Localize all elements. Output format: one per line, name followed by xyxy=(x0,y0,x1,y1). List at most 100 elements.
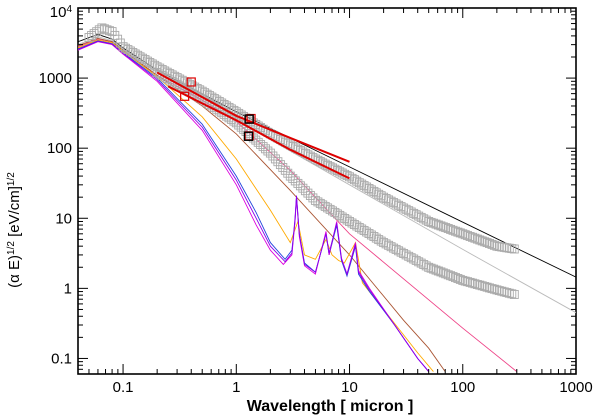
symbol-marker xyxy=(433,220,443,230)
red-layer xyxy=(156,71,350,180)
symbol-marker xyxy=(366,230,376,240)
y-tick-label: 104 xyxy=(50,4,73,22)
symbol-marker xyxy=(433,266,443,276)
symbol-marker xyxy=(477,236,487,246)
y-axis-title-mid: [eV/cm] xyxy=(6,186,23,241)
symbol-marker xyxy=(275,160,285,170)
symbol-marker xyxy=(497,286,507,296)
symbol-marker xyxy=(268,151,278,161)
symbol-marker xyxy=(337,212,347,222)
symbol-marker xyxy=(278,163,288,172)
symbol-marker xyxy=(426,263,436,273)
x-tick-label: 100 xyxy=(450,379,475,396)
symbol-marker xyxy=(455,274,465,284)
symbol-marker xyxy=(455,228,465,238)
symbol-marker xyxy=(288,174,298,183)
symbol-marker xyxy=(443,270,453,280)
symbol-marker xyxy=(359,226,369,235)
symbol-marker xyxy=(155,69,165,79)
symbol-marker xyxy=(426,217,436,227)
symbol-marker xyxy=(165,75,175,85)
x-tick-label: 1 xyxy=(232,379,240,396)
symbol-marker xyxy=(167,76,177,86)
symbol-marker xyxy=(487,284,497,294)
y-axis-title: (α E)1/2 [eV/cm]1/2 xyxy=(6,172,24,288)
y-tick-label: 1000 xyxy=(39,70,72,87)
symbol-marker xyxy=(451,273,460,283)
symbol-marker xyxy=(509,244,519,254)
y-axis-title-prefix: (α E) xyxy=(6,255,23,288)
plot-frame xyxy=(77,7,577,375)
symbol-marker xyxy=(470,279,480,289)
symbol-marker xyxy=(300,186,310,196)
symbol-marker xyxy=(480,237,490,247)
symbol-marker xyxy=(431,219,441,229)
symbol-marker xyxy=(369,232,379,241)
y-tick-label: 100 xyxy=(47,140,72,157)
symbol-marker xyxy=(105,26,114,36)
red-fit-line-0 xyxy=(156,71,350,163)
symbol-marker xyxy=(472,280,482,289)
red-fit-line-1 xyxy=(167,85,350,180)
symbol-marker xyxy=(453,274,463,283)
symbol-marker xyxy=(448,225,458,235)
symbol-marker xyxy=(453,227,463,237)
symbol-marker xyxy=(431,265,441,275)
symbol-marker xyxy=(265,148,275,158)
symbol-marker xyxy=(342,215,352,225)
symbol-marker xyxy=(371,233,381,243)
symbol-marker xyxy=(446,224,456,234)
red-marker-0 xyxy=(186,77,196,87)
symbol-marker xyxy=(465,277,475,287)
symbol-marker xyxy=(364,229,374,238)
symbol-marker xyxy=(504,288,514,298)
symbol-marker xyxy=(330,207,340,217)
symbol-marker xyxy=(362,227,372,237)
symbol-marker xyxy=(152,68,162,77)
symbol-marker xyxy=(222,111,232,121)
symbol-marker xyxy=(487,239,497,249)
symbol-marker xyxy=(349,220,359,229)
series-line-3 xyxy=(78,37,446,372)
symbol-marker xyxy=(441,269,451,279)
symbol-marker xyxy=(219,109,229,119)
red-marker-1 xyxy=(180,91,190,101)
symbol-marker xyxy=(485,283,494,293)
symbol-marker xyxy=(482,238,492,248)
symbol-marker xyxy=(480,282,490,291)
symbol-marker xyxy=(489,240,499,250)
series-layer xyxy=(78,33,576,372)
symbol-marker xyxy=(475,235,485,245)
symbol-marker xyxy=(482,282,492,292)
black-marker-0 xyxy=(244,114,254,124)
symbol-marker xyxy=(436,267,446,277)
symbol-marker xyxy=(345,217,354,226)
symbol-marker xyxy=(494,286,504,296)
symbol-marker xyxy=(507,289,517,299)
series-line-4 xyxy=(78,39,434,372)
symbol-marker xyxy=(489,284,499,294)
y-tick-label: 10 xyxy=(55,210,72,227)
symbol-marker xyxy=(320,201,330,211)
symbol-marker xyxy=(477,281,487,291)
symbol-marker xyxy=(472,234,482,244)
symbol-marker xyxy=(468,278,477,288)
symbol-marker xyxy=(303,188,313,198)
symbol-marker xyxy=(446,271,456,281)
symbol-marker xyxy=(280,165,290,175)
symbol-marker xyxy=(470,233,480,243)
symbol-marker xyxy=(328,206,337,216)
symbol-marker xyxy=(293,178,303,188)
symbol-marker xyxy=(438,222,448,232)
symbol-marker xyxy=(347,218,357,228)
symbol-marker xyxy=(443,224,453,233)
symbol-marker xyxy=(310,195,320,205)
symbol-marker xyxy=(421,261,431,271)
y-tick-label: 1 xyxy=(64,280,72,297)
symbols-layer xyxy=(84,23,519,299)
symbol-marker xyxy=(421,215,431,225)
symbol-marker xyxy=(475,280,485,290)
symbol-marker xyxy=(283,168,293,178)
symbol-marker xyxy=(424,262,434,272)
